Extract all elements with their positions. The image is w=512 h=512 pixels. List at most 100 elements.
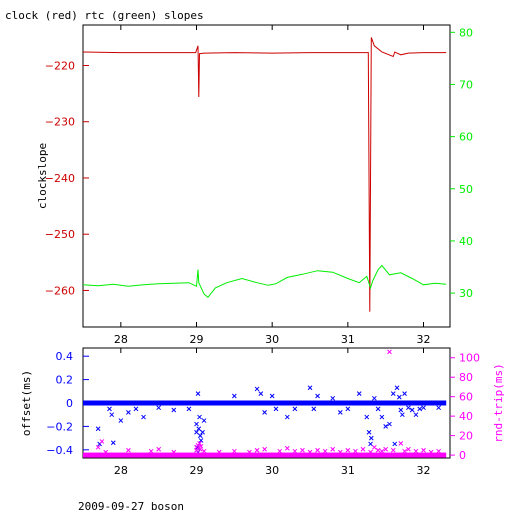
rnd-trip-point xyxy=(148,448,154,454)
rnd-trip-dense-band xyxy=(83,452,447,458)
offset-point xyxy=(366,429,372,435)
rnd-trip-point xyxy=(95,444,101,450)
rnd-trip-point xyxy=(201,448,207,454)
offset-point xyxy=(284,414,290,420)
offset-point xyxy=(345,406,351,412)
offset-point xyxy=(141,414,146,420)
clockslope-tick-label: −230 xyxy=(45,116,75,129)
rnd-trip-tick-label: 80 xyxy=(459,371,473,384)
rnd-trip-point xyxy=(383,446,389,452)
offset-point xyxy=(368,441,373,447)
rnd-trip-point xyxy=(428,449,434,455)
rnd-trip-point xyxy=(360,446,366,452)
top-x-tick-label: 29 xyxy=(190,333,204,346)
offset-point xyxy=(201,418,207,423)
offset-tick-label: −0.2 xyxy=(46,420,73,433)
bottom-plot-area xyxy=(83,349,447,458)
offset-point xyxy=(262,410,267,415)
bottom-x-tick-label: 28 xyxy=(114,464,128,477)
offset-point xyxy=(379,414,385,420)
rnd-trip-point xyxy=(345,447,351,453)
clockslope-tick-label: −250 xyxy=(45,228,75,241)
offset-point xyxy=(126,410,131,415)
rnd-trip-point xyxy=(262,446,267,452)
rnd-trip-point xyxy=(171,449,177,455)
offset-point xyxy=(109,412,115,418)
top-x-tick-label: 30 xyxy=(265,333,279,346)
rnd-trip-point xyxy=(398,441,404,446)
rnd-trip-point xyxy=(337,449,343,455)
offset-point xyxy=(368,435,374,441)
offset-point xyxy=(307,385,313,391)
offset-point xyxy=(371,395,377,401)
offset-point xyxy=(194,429,199,435)
rnd-trip-point xyxy=(353,448,358,454)
rtc-tick-label: 40 xyxy=(459,235,473,248)
top-right-axis: 30 40 50 60 70 80 xyxy=(450,26,473,300)
offset-point xyxy=(396,394,402,400)
bottom-x-tick-label: 31 xyxy=(341,464,355,477)
rnd-trip-point xyxy=(387,349,392,355)
rnd-trip-point xyxy=(402,448,407,454)
top-plot-area xyxy=(82,37,447,312)
top-x-axis: 28 29 30 31 32 xyxy=(114,25,431,346)
rnd-trip-point xyxy=(379,448,385,454)
offset-point xyxy=(258,391,264,396)
offset-point xyxy=(269,393,275,399)
rnd-trip-tick-label: 100 xyxy=(459,352,480,365)
chart-title: clock (red) rtc (green) slopes xyxy=(5,9,204,22)
bottom-x-tick-label: 30 xyxy=(265,464,279,477)
rtc-tick-label: 60 xyxy=(459,131,473,144)
offset-point xyxy=(436,405,442,411)
footer-date-host: 2009-09-27 boson xyxy=(78,500,184,512)
rnd-trip-point xyxy=(368,449,373,455)
offset-point xyxy=(311,406,317,412)
rnd-trip-point xyxy=(322,448,328,454)
offset-point xyxy=(231,393,237,399)
offset-point xyxy=(107,406,112,412)
offset-tick-label: −0.4 xyxy=(46,444,73,457)
offset-point xyxy=(171,407,177,413)
rnd-trip-point xyxy=(330,446,336,452)
rtc-slope-line xyxy=(82,264,447,299)
offset-point xyxy=(196,426,202,432)
rtc-tick-label: 70 xyxy=(459,78,473,91)
offset-point xyxy=(198,438,204,443)
offset-point xyxy=(200,429,205,435)
rnd-trip-point xyxy=(126,447,131,453)
clock-slope-line xyxy=(82,37,447,312)
offset-point xyxy=(394,385,400,391)
rnd-trip-point xyxy=(247,449,252,455)
top-x-tick-label: 32 xyxy=(417,333,431,346)
offset-tick-label: 0.4 xyxy=(56,350,74,363)
top-panel: 28 29 30 31 32 −220 −230 −240 −250 −260 30 40 50 60… xyxy=(36,24,473,346)
top-left-axis: −220 −230 −240 −250 −260 xyxy=(45,59,89,297)
offset-point xyxy=(356,391,362,396)
offset-point xyxy=(156,405,162,411)
offset-point xyxy=(254,386,260,392)
offset-point xyxy=(95,426,101,432)
rnd-trip-point xyxy=(216,449,222,455)
bottom-x-tick-label: 32 xyxy=(417,464,431,477)
rnd-trip-point xyxy=(371,444,377,450)
offset-point xyxy=(186,406,192,412)
top-x-tick-label: 28 xyxy=(114,333,128,346)
offset-point xyxy=(413,412,419,418)
offset-point xyxy=(399,412,405,418)
rnd-trip-point xyxy=(284,445,290,451)
bottom-left-axis: 0.4 0.2 0 −0.2 −0.4 xyxy=(46,350,89,457)
offset-point xyxy=(273,406,279,412)
offset-point xyxy=(375,406,381,412)
offset-point xyxy=(364,414,370,420)
rnd-trip-point xyxy=(198,443,204,449)
rnd-trip-point xyxy=(300,447,305,453)
rnd-trip-tick-label: 40 xyxy=(459,410,473,423)
rnd-trip-point xyxy=(156,446,162,452)
top-plot-frame xyxy=(82,24,451,328)
rnd-trip-point xyxy=(436,448,442,454)
offset-point xyxy=(392,441,398,447)
top-y-axis-label: clockslope xyxy=(36,143,49,209)
offset-point xyxy=(387,421,392,427)
rnd-trip-point xyxy=(254,447,260,453)
